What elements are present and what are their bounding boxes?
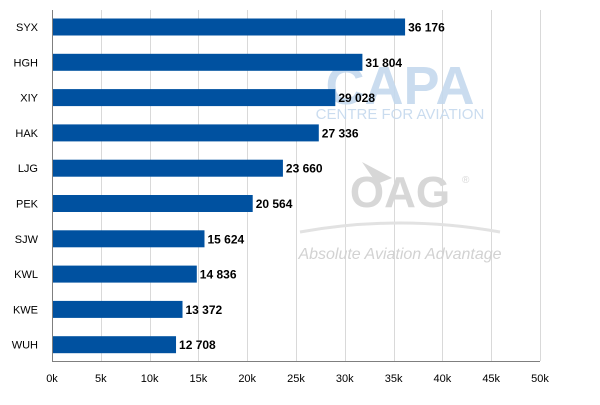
category-label-ljg: LJG — [18, 163, 38, 175]
bar-kwl — [53, 265, 197, 283]
x-tick-label-6: 30k — [336, 373, 354, 385]
bar-sjw — [53, 230, 205, 248]
x-tick-label-10: 50k — [531, 373, 549, 385]
value-label-syx: 36 176 — [408, 21, 445, 35]
category-label-kwe: KWE — [13, 304, 38, 316]
axis-layer: 0k 5k 10k 15k 20k 25k 30k 35k 40k 45k 50k SYX HGH XIY… — [12, 10, 549, 385]
bar-kwe — [53, 300, 183, 318]
bar-hak — [53, 124, 319, 142]
x-tick-label-9: 45k — [482, 373, 500, 385]
category-label-hgh: HGH — [14, 57, 39, 69]
registered-mark: ® — [462, 175, 470, 186]
value-label-ljg: 23 660 — [286, 162, 323, 176]
bar-syx — [53, 18, 406, 36]
oag-underline-swoosh-icon — [299, 221, 501, 234]
value-label-xiy: 29 028 — [338, 91, 375, 105]
capa-tagline-watermark: CENTRE FOR AVIATION — [316, 106, 485, 123]
x-tick-label-2: 10k — [141, 373, 159, 385]
watermark: CAPA CENTRE FOR AVIATION OAG ® Absolute … — [297, 56, 501, 263]
category-label-xiy: XIY — [20, 93, 38, 105]
value-label-hgh: 31 804 — [365, 56, 402, 70]
value-label-kwl: 14 836 — [200, 268, 237, 282]
x-tick-label-3: 15k — [190, 373, 208, 385]
value-label-wuh: 12 708 — [179, 338, 216, 352]
value-label-sjw: 15 624 — [207, 232, 244, 246]
value-label-hak: 27 336 — [322, 126, 359, 140]
x-tick-label-5: 25k — [287, 373, 305, 385]
category-label-syx: SYX — [16, 22, 39, 34]
value-label-pek: 20 564 — [256, 197, 293, 211]
bar-pek — [53, 195, 253, 212]
category-label-sjw: SJW — [15, 234, 39, 246]
x-tick-label-1: 5k — [95, 373, 107, 385]
oag-tagline-watermark: Absolute Aviation Advantage — [297, 246, 501, 263]
bar-hgh — [53, 53, 363, 71]
x-tick-label-8: 40k — [434, 373, 452, 385]
category-label-hak: HAK — [15, 128, 38, 140]
oag-swoosh-icon — [362, 162, 392, 184]
category-label-wuh: WUH — [12, 340, 38, 352]
x-tick-label-4: 20k — [238, 373, 256, 385]
bars-layer: 36 176 31 804 29 028 27 336 23 660 20 564 15 6… — [53, 18, 445, 354]
bar-ljg — [53, 159, 283, 177]
bar-wuh — [53, 336, 177, 354]
oag-logo-watermark: OAG — [350, 168, 450, 217]
x-tick-label-7: 35k — [385, 373, 403, 385]
category-label-pek: PEK — [16, 199, 39, 211]
bar-xiy — [53, 89, 336, 107]
value-label-kwe: 13 372 — [186, 303, 223, 317]
x-tick-label-0: 0k — [46, 373, 58, 385]
category-label-kwl: KWL — [14, 269, 38, 281]
